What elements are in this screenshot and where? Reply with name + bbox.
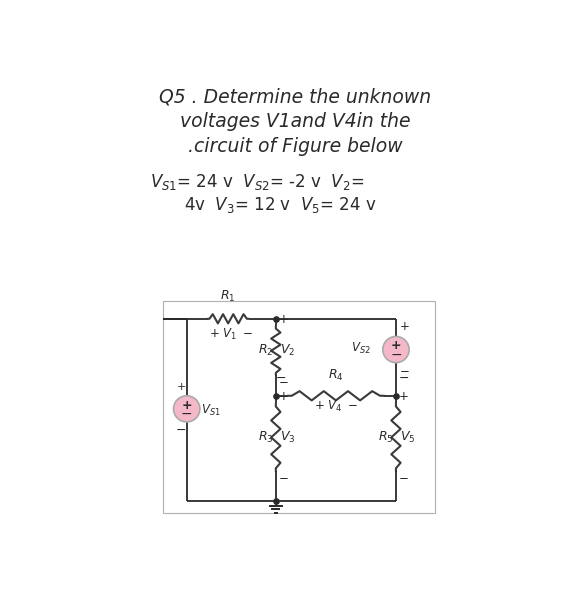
Text: $R_4$: $R_4$ [328, 368, 344, 383]
Text: −: − [176, 424, 187, 437]
Text: +: + [400, 320, 410, 333]
Text: +: + [279, 313, 289, 326]
Text: $R_3$: $R_3$ [258, 430, 274, 445]
Text: −: − [279, 376, 289, 389]
Text: $V_2$: $V_2$ [280, 343, 295, 359]
Text: $+\ V_4\ -$: $+\ V_4\ -$ [314, 399, 358, 414]
Text: +: + [279, 390, 289, 403]
Text: −: − [181, 407, 192, 421]
Text: voltages V1and V4in the: voltages V1and V4in the [180, 112, 411, 131]
Text: −: − [279, 472, 289, 485]
Text: .circuit of Figure below: .circuit of Figure below [188, 137, 403, 156]
Text: +: + [177, 382, 186, 392]
Text: +: + [399, 390, 409, 403]
Text: +: + [391, 339, 401, 352]
Text: Q5 . Determine the unknown: Q5 . Determine the unknown [159, 87, 431, 107]
Text: $V_3$: $V_3$ [280, 430, 295, 445]
Circle shape [173, 395, 200, 422]
Text: 4v  $V_3$= 12 v  $V_5$= 24 v: 4v $V_3$= 12 v $V_5$= 24 v [184, 195, 376, 215]
Text: −: − [275, 372, 286, 385]
Text: $R_5$: $R_5$ [378, 430, 393, 445]
Text: $V_{S1}$= 24 v  $V_{S2}$= -2 v  $V_2$=: $V_{S1}$= 24 v $V_{S2}$= -2 v $V_2$= [150, 172, 364, 192]
Bar [164, 301, 435, 513]
Text: $V_{S1}$: $V_{S1}$ [202, 403, 221, 418]
Text: −: − [400, 365, 410, 378]
Text: $V_5$: $V_5$ [400, 430, 415, 445]
Text: −: − [398, 372, 409, 385]
Text: $V_{S2}$: $V_{S2}$ [351, 341, 371, 355]
Text: $R_1$: $R_1$ [221, 289, 236, 304]
Text: −: − [399, 472, 409, 485]
Text: $R_2$: $R_2$ [258, 343, 274, 359]
Text: −: − [390, 348, 402, 362]
Circle shape [383, 336, 409, 363]
Text: $+\ V_1\ -$: $+\ V_1\ -$ [209, 326, 253, 342]
Text: +: + [181, 399, 192, 411]
